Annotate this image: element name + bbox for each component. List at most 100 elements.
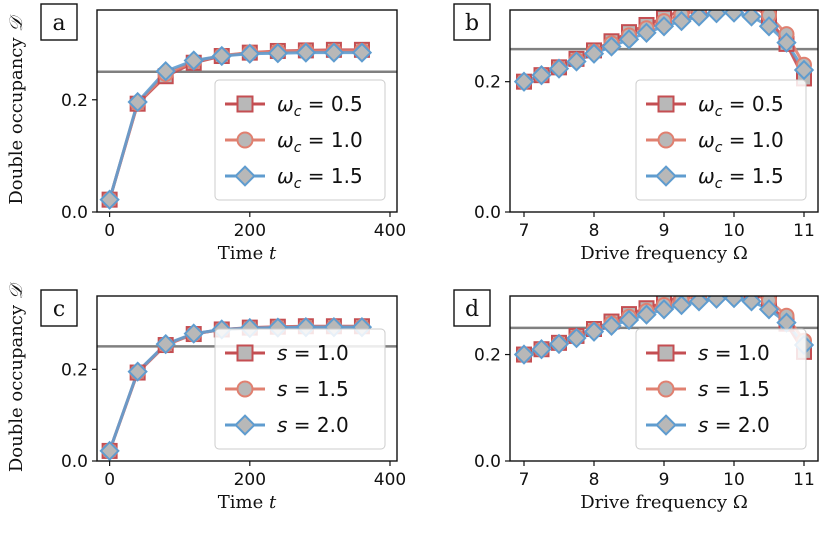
legend-subscript: c [294, 176, 302, 192]
data-point [618, 29, 640, 50]
data-point [618, 309, 640, 331]
x-tick-label: 9 [659, 470, 670, 490]
x-tick-label: 0 [104, 221, 115, 241]
data-point [155, 60, 176, 82]
data-point [601, 36, 622, 57]
y-axis-label-var: 𝒟 [6, 281, 27, 299]
legend-value: = 2.0 [287, 413, 348, 437]
x-tick-label: 7 [519, 470, 530, 490]
data-point [758, 16, 780, 37]
legend-value: = 1.0 [287, 341, 348, 365]
legend-box [214, 79, 386, 201]
legend-entry: s = 1.0 [698, 341, 770, 365]
y-tick-label: 0.2 [474, 346, 501, 366]
legend-symbol: ω [277, 164, 294, 188]
series-line-3 [108, 51, 362, 201]
legend-value: = 1.0 [301, 128, 362, 152]
legend-entry: ωc = 1.0 [698, 128, 784, 156]
x-tick-label: 200 [234, 221, 266, 241]
data-point [653, 16, 675, 37]
panel-label: b [465, 11, 479, 36]
data-point [743, 10, 760, 12]
data-point [729, 10, 739, 12]
panel-label-box [40, 289, 78, 327]
x-axis-label-var: t [269, 243, 277, 264]
data-point [758, 299, 780, 320]
legend-entry: ωc = 1.5 [277, 164, 363, 192]
legend-entry: ωc = 1.5 [698, 164, 784, 192]
legend-box [635, 328, 807, 450]
legend: ωc = 0.5ωc = 1.0ωc = 1.5 [214, 79, 386, 201]
data-point [566, 51, 587, 72]
legend-symbol: ω [277, 128, 294, 152]
y-tick-label: 0.2 [474, 73, 501, 93]
legend-symbol: ω [698, 92, 715, 116]
x-tick-label: 200 [234, 470, 266, 490]
data-point [688, 296, 710, 312]
data-point [267, 43, 289, 64]
data-point [99, 189, 120, 210]
data-point [583, 43, 605, 64]
x-tick-label: 8 [589, 470, 600, 490]
legend-marker [657, 344, 675, 362]
data-point [239, 43, 260, 64]
data-point [513, 71, 535, 92]
y-axis-label-var: 𝒟 [6, 14, 27, 32]
legend-value: = 1.5 [708, 377, 769, 401]
x-axis-label-text: Time [218, 492, 269, 513]
panel-label-box [453, 289, 491, 327]
legend-marker [655, 414, 677, 436]
x-axis-label: Time t [218, 243, 277, 264]
data-point [99, 440, 120, 461]
x-tick-label: 400 [374, 470, 406, 490]
legend-value: = 1.5 [722, 164, 783, 188]
panel-label: d [465, 297, 479, 322]
legend-entry: s = 1.5 [698, 377, 770, 401]
data-point [723, 296, 745, 309]
legend-marker [236, 380, 254, 398]
x-tick-label: 0 [104, 470, 115, 490]
legend-entry: s = 2.0 [277, 413, 349, 437]
legend-entry: s = 2.0 [698, 413, 770, 437]
panel-label-box [40, 3, 78, 41]
axes-frame [96, 9, 398, 213]
panel-label: a [52, 11, 65, 36]
data-point [583, 321, 605, 342]
x-tick-label: 10 [723, 221, 745, 241]
plot-area-a [97, 41, 397, 210]
x-axis-label: Drive frequency Ω [580, 243, 748, 264]
data-point [513, 344, 535, 365]
x-tick-label: 400 [374, 221, 406, 241]
x-axis-label-var: t [269, 492, 277, 513]
legend-symbol: ω [277, 92, 294, 116]
data-point [323, 42, 345, 63]
legend-marker [236, 131, 254, 149]
data-point [127, 361, 148, 382]
data-point [706, 10, 727, 24]
legend: s = 1.0s = 1.5s = 2.0 [635, 328, 807, 450]
legend-entry: ωc = 0.5 [277, 92, 363, 120]
data-point [566, 327, 587, 349]
data-point [688, 10, 710, 27]
legend-symbol: ω [698, 164, 715, 188]
x-axis-label-text: Drive frequency [580, 243, 733, 264]
data-point [706, 296, 727, 309]
x-axis-label-var: Ω [733, 492, 748, 513]
legend-symbol: s [277, 341, 287, 365]
legend-marker [234, 165, 256, 187]
x-axis-label: Drive frequency Ω [580, 492, 748, 513]
legend-value: = 1.0 [722, 128, 783, 152]
data-point [183, 50, 204, 71]
data-point [671, 10, 692, 32]
legend-symbol: s [698, 341, 708, 365]
legend-subscript: c [715, 104, 723, 120]
data-point [726, 296, 742, 297]
data-point [741, 296, 762, 312]
data-point [653, 299, 675, 320]
x-tick-label: 9 [659, 221, 670, 241]
legend-entry: s = 1.5 [277, 377, 349, 401]
x-axis-label: Time t [218, 492, 277, 513]
data-point [636, 304, 657, 325]
